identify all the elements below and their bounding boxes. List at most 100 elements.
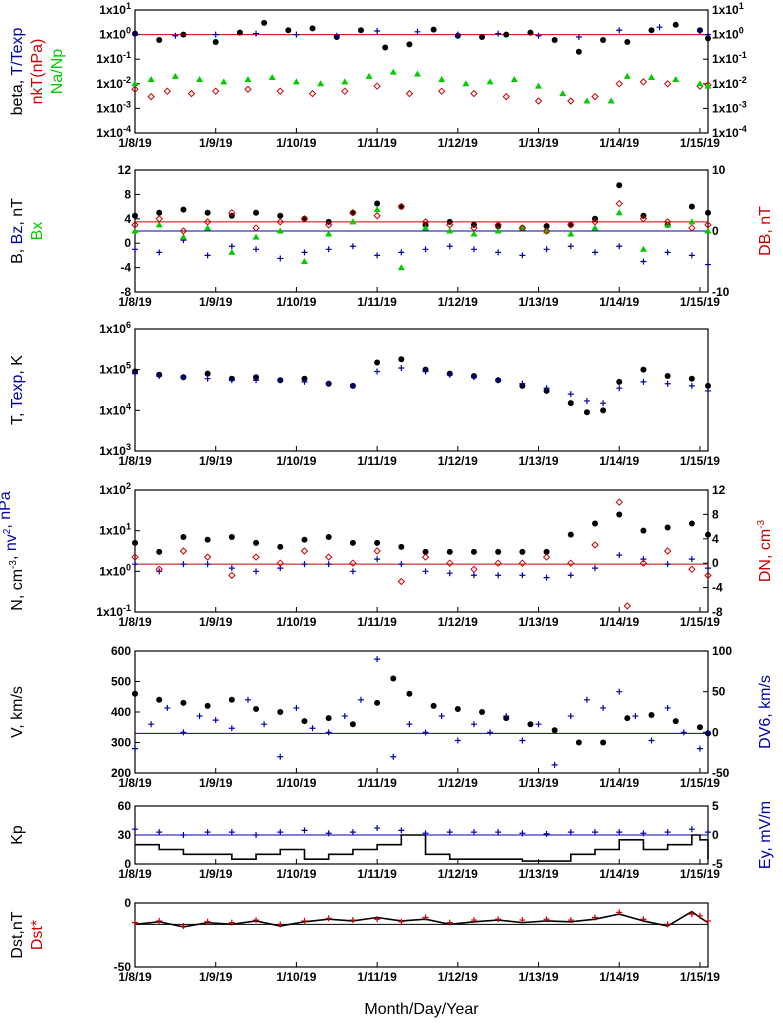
x-tick-label: 1/11/19 <box>357 867 397 881</box>
data-point <box>228 571 236 580</box>
data-point <box>155 215 163 223</box>
data-point <box>164 704 171 711</box>
data-point <box>180 923 187 930</box>
data-point <box>486 78 494 85</box>
left-axis-label: V, km/s <box>9 686 26 738</box>
y-tick-label: 12 <box>118 163 132 177</box>
x-tick-label: 1/15/19 <box>680 776 720 790</box>
data-point <box>253 209 260 216</box>
data-point <box>253 832 260 838</box>
x-tick-label: 1/9/19 <box>199 136 233 150</box>
data-point <box>325 230 333 237</box>
left-axis-label: N, cm-3, nv2, nPa <box>0 491 26 611</box>
data-point <box>179 547 188 555</box>
data-point <box>374 28 381 35</box>
data-point <box>535 32 542 39</box>
data-point <box>616 243 623 250</box>
data-point <box>374 200 381 207</box>
data-point <box>696 912 703 919</box>
data-point <box>253 705 260 712</box>
data-point <box>398 561 405 568</box>
x-tick-label: 1/12/19 <box>438 970 478 984</box>
series-1 <box>132 656 711 768</box>
data-point <box>696 80 704 87</box>
data-point <box>397 202 406 211</box>
data-point <box>156 568 163 575</box>
data-point <box>567 221 575 229</box>
data-point <box>567 230 575 237</box>
data-point <box>616 829 623 836</box>
data-point <box>131 227 139 234</box>
y2-tick-label: 8 <box>712 507 719 521</box>
data-point <box>132 246 138 253</box>
y2-tick-label: 1x10-4 <box>712 124 747 140</box>
data-point <box>261 19 268 26</box>
series-1 <box>132 825 711 838</box>
data-point <box>204 702 211 709</box>
data-point <box>527 721 534 728</box>
data-point <box>156 548 163 555</box>
data-point <box>543 223 550 230</box>
data-point <box>446 570 453 577</box>
data-point <box>567 400 574 407</box>
y-tick-label: -8 <box>120 285 131 299</box>
data-point <box>543 246 550 253</box>
data-point <box>454 737 461 744</box>
data-point <box>131 85 139 93</box>
x-tick-label: 1/11/19 <box>357 454 397 468</box>
y2-tick-label: 10 <box>712 163 726 177</box>
data-point <box>300 215 309 223</box>
y-tick-label: 0 <box>124 857 131 871</box>
data-point <box>422 246 429 253</box>
panel-plasma-beta: 1x101 1x100 1x10-1 1x10-2 1x10-3 1x10-4 1x101 1… <box>9 1 747 150</box>
data-point <box>624 39 631 46</box>
x-tick-label: 1/13/19 <box>518 615 558 629</box>
data-point <box>132 212 138 219</box>
y-tick-label: 500 <box>111 675 131 689</box>
data-point <box>131 221 139 229</box>
data-point <box>349 382 356 389</box>
data-point <box>592 914 599 921</box>
x-tick-label: 1/8/19 <box>118 136 152 150</box>
data-point <box>374 539 381 546</box>
data-point <box>519 737 526 744</box>
data-point <box>696 745 703 752</box>
x-tick-label: 1/12/19 <box>438 136 478 150</box>
data-point <box>397 577 406 586</box>
x-tick-label: 1/12/19 <box>438 295 478 309</box>
series-2 <box>131 78 712 105</box>
right-axis-label: Ey, mV/m <box>757 801 774 869</box>
data-point <box>518 559 527 567</box>
data-point <box>422 548 429 555</box>
data-point <box>567 572 574 579</box>
data-point <box>132 690 138 697</box>
data-point <box>373 206 381 213</box>
series-1 <box>132 24 711 40</box>
x-tick-label: 1/10/19 <box>276 776 316 790</box>
data-point <box>349 243 356 250</box>
data-point <box>253 568 260 575</box>
data-point <box>349 218 357 225</box>
data-point <box>616 378 623 385</box>
data-point <box>615 80 623 88</box>
data-point <box>495 223 502 230</box>
data-point <box>212 39 219 46</box>
right-axis-label: DV6, km/s <box>757 675 774 749</box>
data-point <box>301 249 308 256</box>
data-point <box>688 203 695 210</box>
data-point <box>543 916 550 923</box>
x-tick-label: 1/10/19 <box>276 295 316 309</box>
series-1 <box>132 552 711 581</box>
data-point <box>592 829 599 836</box>
data-point <box>648 27 655 34</box>
data-point <box>308 89 317 98</box>
data-point <box>406 690 413 697</box>
y-tick-label: 1x10-4 <box>96 124 131 140</box>
y-tick-label: 1x100 <box>99 26 131 42</box>
data-point <box>277 921 284 928</box>
data-point <box>179 227 188 235</box>
data-point <box>155 221 163 228</box>
data-point <box>252 553 260 561</box>
data-point <box>591 224 599 231</box>
